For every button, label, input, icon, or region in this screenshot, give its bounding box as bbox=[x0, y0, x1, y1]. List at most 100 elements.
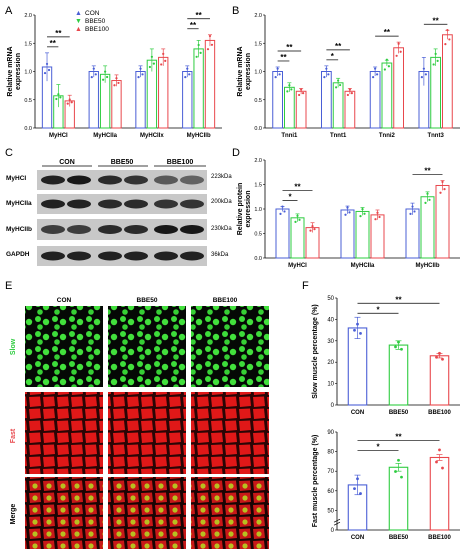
data-point bbox=[361, 208, 364, 211]
data-point bbox=[339, 83, 342, 87]
protein-band bbox=[124, 225, 148, 234]
data-point bbox=[426, 192, 429, 195]
x-tick-label: MyHCIIa bbox=[93, 133, 117, 139]
data-point bbox=[422, 67, 425, 70]
bar bbox=[405, 208, 420, 259]
data-point bbox=[359, 492, 362, 495]
protein-band bbox=[41, 251, 65, 261]
protein-band bbox=[154, 225, 178, 234]
bar bbox=[290, 217, 305, 259]
wb-row-label-gapdh: GAPDH bbox=[6, 251, 30, 258]
data-point bbox=[66, 102, 69, 105]
bar bbox=[347, 327, 368, 406]
data-point bbox=[199, 51, 202, 54]
y-tick-label: 2.0 bbox=[254, 158, 262, 164]
data-point bbox=[353, 487, 356, 491]
x-tick-label: CON bbox=[351, 535, 364, 541]
data-point bbox=[115, 77, 118, 80]
y-tick-label: 1.0 bbox=[254, 70, 262, 76]
data-point bbox=[411, 205, 414, 208]
protein-band bbox=[180, 175, 204, 185]
image-merge-bbe50 bbox=[108, 477, 186, 549]
image-merge-bbe100 bbox=[191, 477, 269, 549]
data-point bbox=[298, 93, 301, 97]
bar bbox=[344, 90, 356, 129]
y-tick-label: 90 bbox=[327, 430, 334, 436]
data-point bbox=[137, 76, 140, 79]
data-point bbox=[353, 328, 356, 332]
y-axis-label: Fast muscle percentage (%) bbox=[312, 435, 319, 528]
y-axis-label: Slow muscle percentage (%) bbox=[312, 304, 319, 399]
western-blot: CON BBE50 BBE100 MyHCI 223kDa MyHCIIa 20… bbox=[6, 159, 232, 266]
data-point bbox=[94, 73, 97, 76]
significance-mark: ** bbox=[196, 11, 203, 20]
data-point bbox=[374, 218, 377, 221]
y-tick-label: 0 bbox=[331, 528, 335, 534]
data-point bbox=[409, 212, 412, 215]
data-point bbox=[43, 71, 47, 75]
wb-group-con: CON bbox=[59, 159, 75, 166]
data-point bbox=[152, 62, 155, 65]
protein-band bbox=[124, 199, 148, 209]
data-point bbox=[139, 67, 142, 70]
data-point bbox=[45, 62, 49, 66]
bar bbox=[158, 56, 169, 129]
data-point bbox=[397, 42, 400, 45]
x-tick-label: Tnni2 bbox=[379, 133, 396, 139]
significance-mark: ** bbox=[190, 21, 197, 30]
protein-band bbox=[98, 199, 122, 209]
data-point bbox=[55, 97, 58, 101]
bar bbox=[369, 71, 381, 129]
data-point bbox=[395, 54, 398, 57]
x-tick-label: CON bbox=[351, 410, 364, 416]
stain-row-slow: Slow bbox=[10, 338, 17, 355]
wb-row-kda-myhciia: 200kDa bbox=[211, 199, 232, 205]
data-point bbox=[70, 101, 73, 104]
data-point bbox=[106, 75, 109, 79]
data-point bbox=[102, 78, 105, 81]
chart-panel-d: 0.0 0.5 1.0 1.5 2.0 Relative proteinexpressio… bbox=[237, 158, 460, 269]
bar bbox=[193, 48, 204, 129]
y-tick-label: 0.5 bbox=[254, 98, 262, 104]
image-slow-bbe100 bbox=[191, 306, 269, 387]
significance-mark: ** bbox=[424, 167, 431, 176]
significance-mark: ** bbox=[335, 42, 342, 51]
image-merge-con bbox=[25, 477, 103, 549]
data-point bbox=[413, 210, 416, 213]
legend-label-bbe100: BBE100 bbox=[85, 26, 109, 33]
data-point bbox=[162, 52, 165, 55]
y-tick-label: 1.0 bbox=[24, 70, 32, 76]
axis-break bbox=[333, 521, 341, 526]
bar bbox=[370, 214, 385, 259]
protein-band bbox=[98, 225, 122, 234]
x-tick-label: MyHCIIb bbox=[187, 133, 211, 139]
data-point bbox=[385, 58, 388, 61]
data-point bbox=[438, 351, 441, 355]
y-tick-label: 1.5 bbox=[24, 41, 32, 47]
bar bbox=[182, 71, 193, 129]
bar bbox=[111, 80, 122, 129]
data-point bbox=[68, 98, 71, 101]
data-point bbox=[443, 188, 446, 191]
y-axis-label: Relative mRNAexpression bbox=[7, 46, 22, 96]
y-tick-label: 30 bbox=[327, 339, 334, 345]
data-point bbox=[394, 470, 397, 473]
data-point bbox=[438, 448, 441, 452]
protein-band bbox=[98, 175, 122, 185]
protein-band bbox=[180, 199, 204, 209]
data-point bbox=[435, 460, 438, 464]
data-point bbox=[344, 213, 347, 216]
data-point bbox=[148, 65, 151, 69]
data-point bbox=[294, 220, 297, 223]
x-tick-label: MyHCI bbox=[49, 133, 68, 139]
legend-label-con: CON bbox=[85, 10, 100, 17]
data-point bbox=[210, 43, 214, 46]
protein-band bbox=[98, 251, 122, 261]
data-point bbox=[435, 355, 438, 359]
significance-mark: ** bbox=[384, 28, 391, 37]
data-point bbox=[290, 88, 293, 91]
data-point bbox=[439, 191, 442, 194]
data-point bbox=[372, 76, 375, 79]
y-tick-label: 60 bbox=[327, 489, 334, 495]
x-tick-label: Tnni1 bbox=[281, 133, 298, 139]
